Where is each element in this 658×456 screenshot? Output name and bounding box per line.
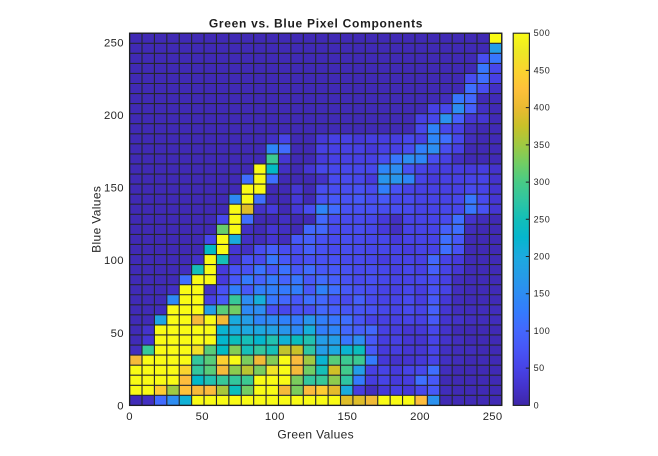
svg-text:0: 0: [534, 400, 540, 410]
svg-text:Green vs. Blue Pixel Component: Green vs. Blue Pixel Components: [209, 16, 423, 30]
svg-text:300: 300: [534, 177, 551, 187]
svg-text:350: 350: [534, 140, 551, 150]
svg-text:0: 0: [126, 411, 133, 423]
svg-text:500: 500: [534, 28, 551, 38]
svg-text:400: 400: [534, 103, 551, 113]
svg-text:50: 50: [196, 411, 209, 423]
svg-text:100: 100: [104, 255, 124, 267]
svg-text:Blue Values: Blue Values: [90, 186, 104, 253]
svg-text:150: 150: [534, 289, 551, 299]
svg-text:200: 200: [104, 110, 124, 122]
svg-text:100: 100: [534, 326, 551, 336]
svg-text:200: 200: [410, 411, 430, 423]
svg-text:150: 150: [338, 411, 358, 423]
svg-text:250: 250: [104, 37, 124, 49]
svg-text:200: 200: [534, 252, 551, 262]
svg-text:0: 0: [117, 400, 124, 412]
svg-text:50: 50: [534, 363, 545, 373]
svg-text:100: 100: [265, 411, 285, 423]
svg-text:50: 50: [111, 328, 124, 340]
svg-text:150: 150: [104, 183, 124, 195]
svg-text:Green Values: Green Values: [277, 428, 354, 442]
svg-text:250: 250: [483, 411, 503, 423]
svg-text:450: 450: [534, 65, 551, 75]
svg-text:250: 250: [534, 214, 551, 224]
